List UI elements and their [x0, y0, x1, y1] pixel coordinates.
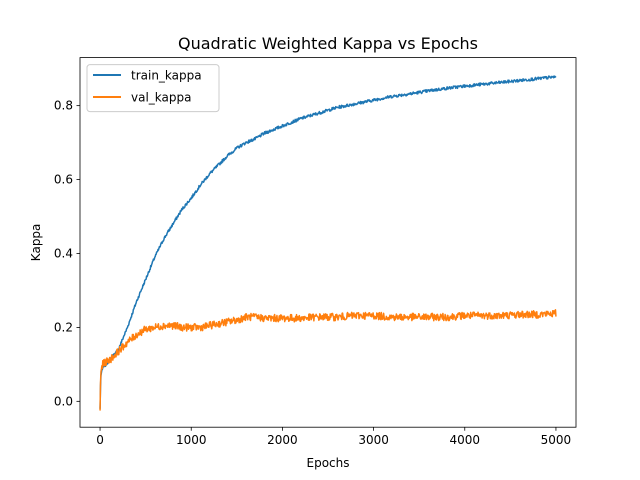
- plot-frame: [79, 57, 577, 428]
- legend-label-val-kappa: val_kappa: [131, 91, 191, 105]
- y-tick-label: 0.4: [54, 246, 73, 260]
- legend: train_kappa val_kappa: [86, 64, 220, 113]
- legend-label-train-kappa: train_kappa: [131, 69, 202, 83]
- y-tick-label: 0.8: [54, 99, 73, 113]
- series-line-val-kappa: [99, 309, 557, 411]
- x-axis-ticks: 0 1000 2000 3000 4000 5000: [96, 427, 571, 447]
- series-line-train-kappa: [99, 75, 557, 409]
- legend-box: [86, 64, 220, 113]
- plot-content: [99, 75, 557, 411]
- y-axis-label: Kappa: [29, 224, 43, 262]
- x-tick-label: 5000: [541, 433, 572, 447]
- y-tick-label: 0.0: [54, 394, 73, 408]
- x-axis-label: Epochs: [307, 456, 350, 470]
- x-tick-label: 0: [96, 433, 104, 447]
- x-tick-label: 2000: [267, 433, 298, 447]
- y-axis-ticks: 0.0 0.2 0.4 0.6 0.8: [54, 99, 80, 408]
- x-tick-label: 1000: [176, 433, 207, 447]
- y-tick-label: 0.6: [54, 173, 73, 187]
- x-tick-label: 3000: [358, 433, 389, 447]
- x-tick-label: 4000: [449, 433, 480, 447]
- y-tick-label: 0.2: [54, 320, 73, 334]
- chart-title: Quadratic Weighted Kappa vs Epochs: [178, 34, 478, 53]
